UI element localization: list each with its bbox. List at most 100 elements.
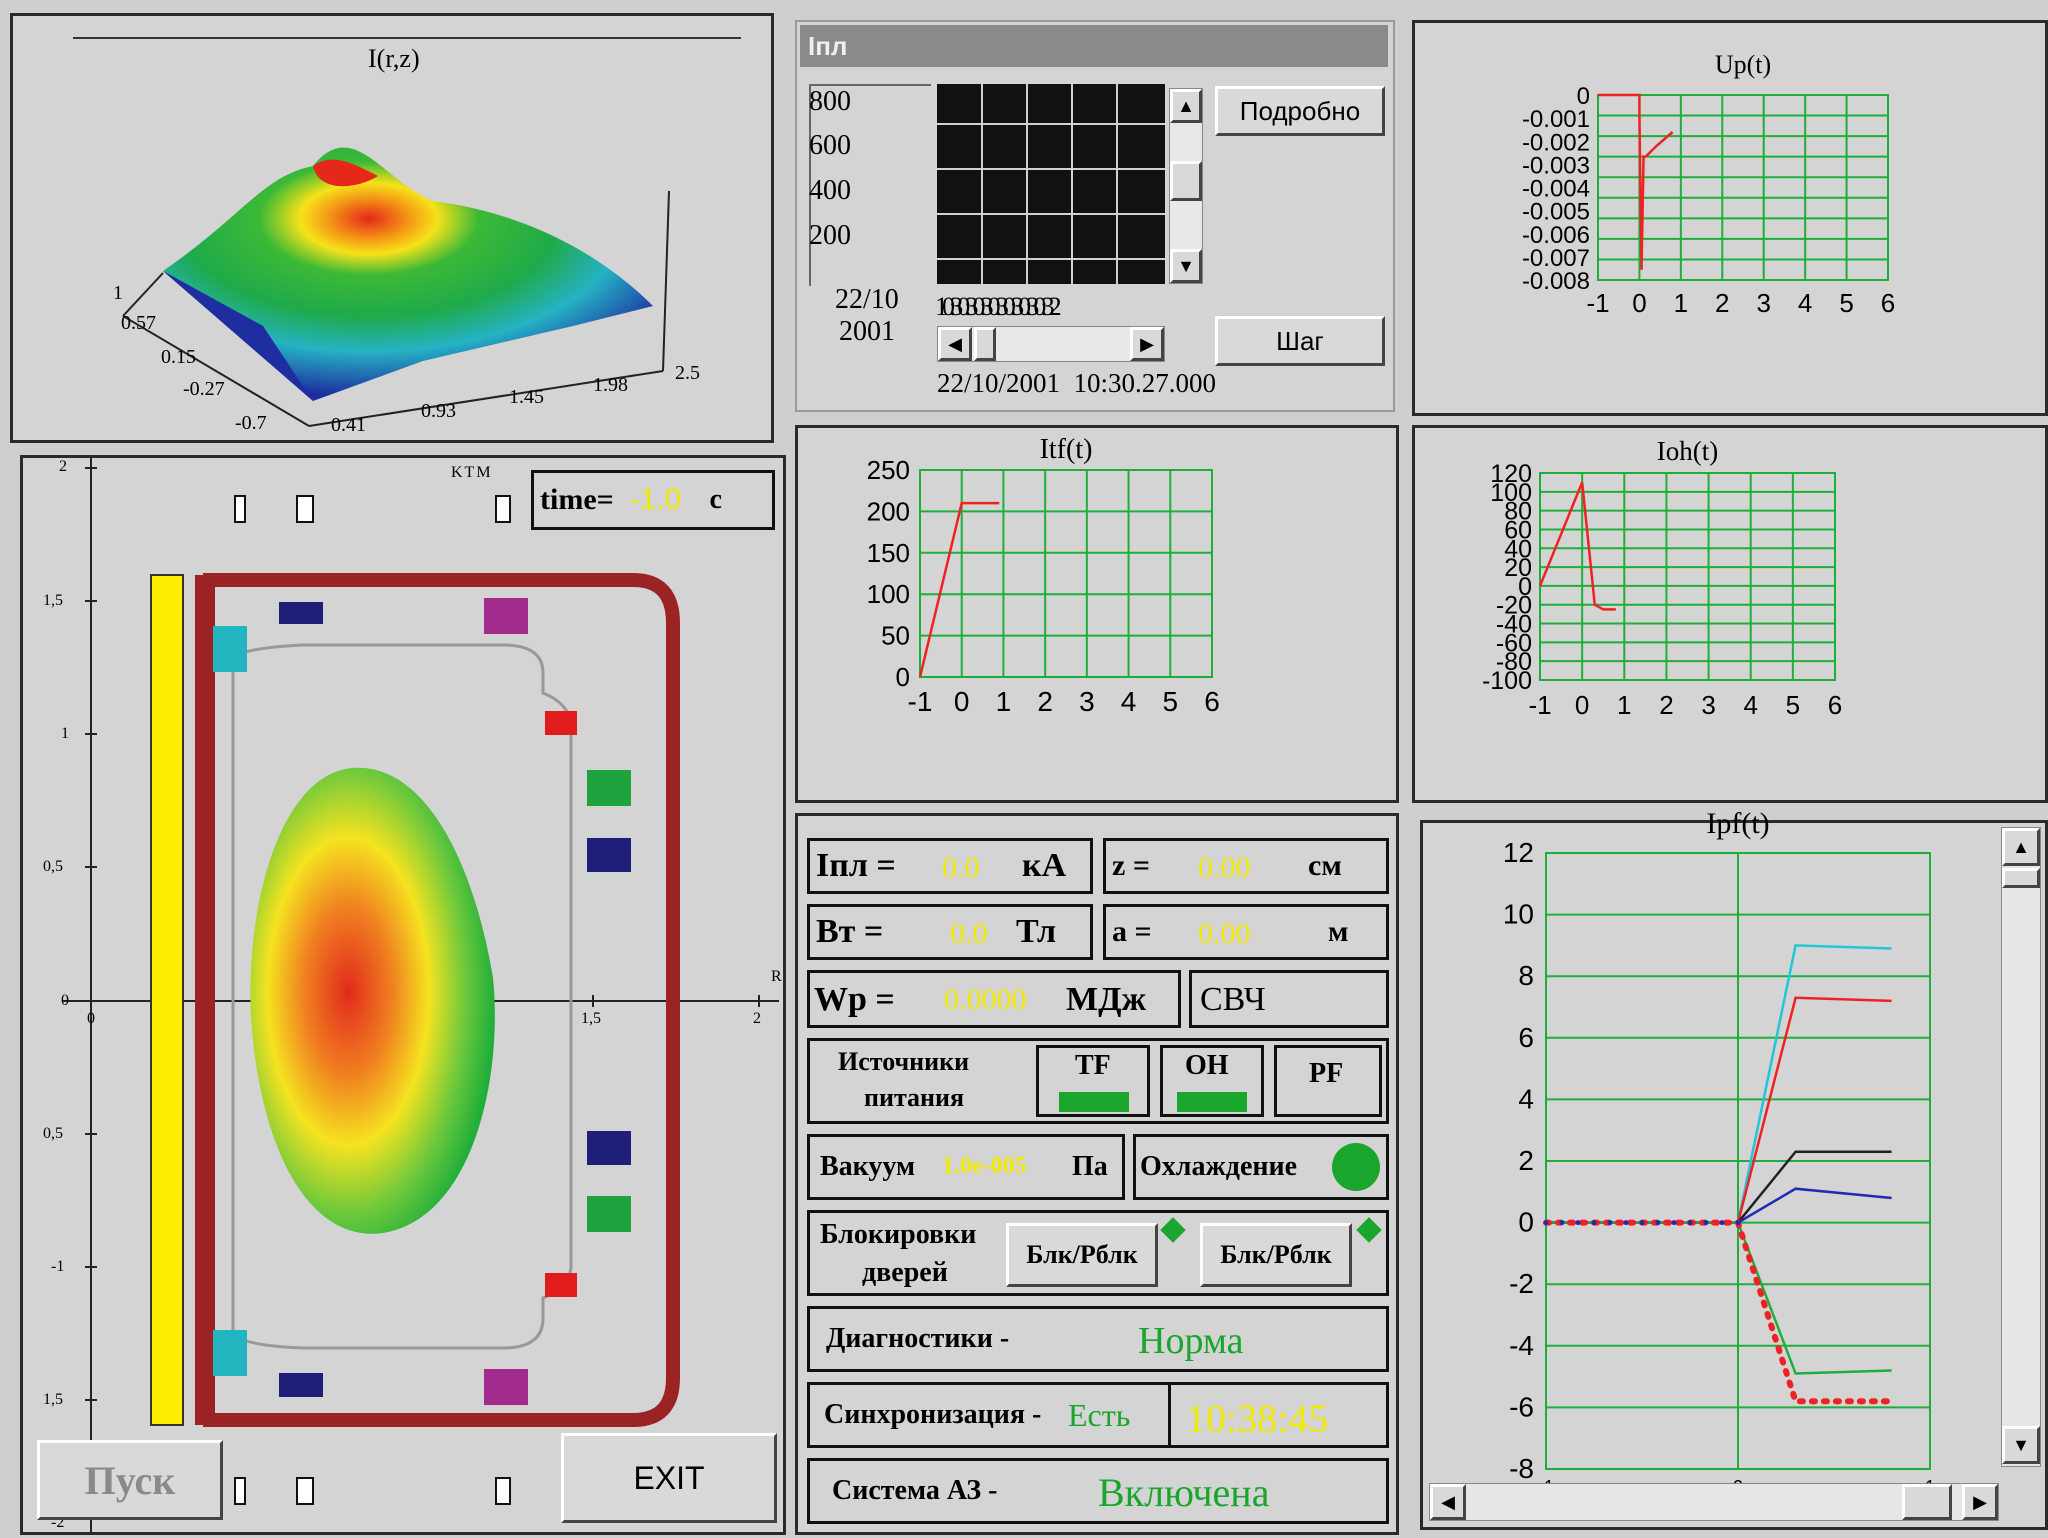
y-tick-label: -100 <box>1482 667 1532 695</box>
plot-area <box>1597 94 1889 281</box>
y-tick-label: -8 <box>1509 1453 1534 1484</box>
ipl-timestamp: 22/10/2001 10:30.27.000 <box>937 368 1217 398</box>
scroll-thumb[interactable] <box>1170 161 1202 201</box>
vacuum-unit: Па <box>1072 1151 1108 1182</box>
ipl-monitor-header: Iпл <box>800 25 1388 67</box>
y-tick-label: -2 <box>1509 1268 1534 1299</box>
z-value: 0.00 <box>1198 851 1251 884</box>
scroll-right-button[interactable]: ▶ <box>1962 1484 1998 1520</box>
x-tick-label: 5 <box>1162 686 1178 717</box>
y-tick-label: 40 <box>1504 535 1532 563</box>
surface-plot-panel: I(r,z) 1 0.57 0.15 -0.27 -0.7 0.41 0.93 … <box>10 13 774 443</box>
x-tick-label: 3 <box>1756 288 1770 318</box>
pf-label: PF <box>1309 1058 1344 1089</box>
scroll-left-button[interactable]: ◀ <box>1430 1484 1466 1520</box>
protection-system-field: Система АЗ - Включена <box>807 1458 1389 1524</box>
tf-indicator: TF <box>1036 1045 1150 1117</box>
vacuum-field: Вакуум 1.0e-005 Па <box>807 1134 1125 1200</box>
x-tick-label: -1 <box>1528 690 1551 720</box>
ipl-horizontal-scrollbar[interactable]: ◀ ▶ <box>937 326 1165 362</box>
z-unit: см <box>1308 849 1342 882</box>
ipl-value: 0.0 <box>942 851 980 884</box>
ipl-date-day: 22/10 <box>835 284 899 315</box>
detail-button[interactable]: Подробно <box>1215 86 1385 136</box>
y-tick-label: -0.005 <box>1522 199 1590 226</box>
sync-label: Синхронизация - <box>824 1399 1042 1430</box>
diagnostics-field: Диагностики - Норма <box>807 1306 1389 1372</box>
y-tick: 1,5 <box>43 1391 63 1408</box>
start-button[interactable]: Пуск <box>37 1440 223 1520</box>
az-value: Включена <box>1098 1470 1270 1515</box>
x-tick-label: 0 <box>954 686 970 717</box>
ipl-y-tick: 600 <box>809 130 851 161</box>
y-tick: 0,5 <box>43 1125 63 1142</box>
az-label: Система АЗ - <box>832 1475 998 1506</box>
exit-button[interactable]: EXIT <box>561 1433 777 1523</box>
y-tick-label: 60 <box>1504 516 1532 544</box>
y-tick-label: -6 <box>1509 1391 1534 1422</box>
ipl-y-tick: 800 <box>809 86 851 117</box>
ktm-label: KTM <box>451 464 493 481</box>
scroll-thumb[interactable] <box>2002 868 2040 888</box>
wp-unit: МДж <box>1066 981 1147 1018</box>
y-tick-label: 80 <box>1504 498 1532 526</box>
oh-status-bar <box>1177 1092 1247 1112</box>
ipl-vertical-scrollbar[interactable]: ▲ ▼ <box>1169 88 1203 284</box>
locks-label-1: Блокировки <box>820 1219 977 1250</box>
ipf-horizontal-scrollbar[interactable]: ◀ ▶ <box>1429 1483 1999 1521</box>
y-tick-label: 4 <box>1518 1083 1534 1114</box>
x-tick-label: 3 <box>1079 686 1095 717</box>
lock-toggle-button-2[interactable]: Блк/Рблк <box>1200 1223 1352 1287</box>
diag-label: Диагностики - <box>826 1323 1010 1354</box>
series-line <box>1538 481 1616 611</box>
ipf-vertical-scrollbar[interactable]: ▲ ▼ <box>2001 827 2041 1467</box>
scroll-h-thumb[interactable] <box>1902 1484 1952 1520</box>
z-tick: 0.15 <box>161 346 196 368</box>
y-tick-label: 20 <box>1504 554 1532 582</box>
x-tick-label: 0 <box>1575 690 1589 720</box>
scroll-right-button[interactable]: ▶ <box>1130 327 1164 361</box>
locks-label-2: дверей <box>862 1257 948 1288</box>
lock-toggle-button-1[interactable]: Блк/Рблк <box>1006 1223 1158 1287</box>
y-tick-label: -80 <box>1496 648 1532 676</box>
x-tick-label: 1 <box>996 686 1012 717</box>
y-tick-label: 0 <box>1577 83 1590 110</box>
tf-label: TF <box>1075 1050 1111 1081</box>
series-point <box>1575 1220 1581 1226</box>
axis-r-label: R <box>771 968 782 985</box>
scroll-left-button[interactable]: ◀ <box>938 327 972 361</box>
y-tick-label: 0 <box>1518 573 1532 601</box>
svch-label: СВЧ <box>1200 981 1266 1018</box>
sync-time-divider <box>1168 1385 1171 1445</box>
series-point <box>1591 1220 1597 1226</box>
bt-value: 0.0 <box>950 917 988 950</box>
x-tick-label: 2 <box>1659 690 1673 720</box>
y-tick-label: -0.002 <box>1522 129 1590 156</box>
scroll-up-button[interactable]: ▲ <box>1170 89 1202 123</box>
z-tick: -0.7 <box>235 412 267 434</box>
scroll-h-thumb[interactable] <box>974 327 996 361</box>
time-unit: c <box>709 484 722 515</box>
y-tick-label: -4 <box>1509 1330 1534 1361</box>
vacuum-value: 1.0e-005 <box>942 1153 1027 1179</box>
plot-area <box>919 469 1213 678</box>
z-tick: 0.57 <box>121 312 156 334</box>
step-button[interactable]: Шаг <box>1215 316 1385 366</box>
power-label-1: Источники <box>838 1047 970 1076</box>
time-label: time= <box>540 483 614 516</box>
cooling-status-icon <box>1332 1143 1380 1191</box>
y-tick-label: -60 <box>1496 629 1532 657</box>
series-point <box>1543 1220 1549 1226</box>
power-supplies-group: Источники питания TF OH PF <box>807 1038 1389 1124</box>
y-tick: 0,5 <box>43 858 63 875</box>
x-tick-label: 5 <box>1839 288 1853 318</box>
ioh-chart-panel: Ioh(t) 120 100 80 60 40 20 0 -20 -40 -60 -80 -100 -1 0… <box>1412 425 2048 803</box>
x-tick: 0 <box>87 1010 95 1027</box>
scroll-down-button[interactable]: ▼ <box>2002 1426 2040 1464</box>
scroll-up-button[interactable]: ▲ <box>2002 828 2040 866</box>
scroll-down-button[interactable]: ▼ <box>1170 249 1202 283</box>
ipl-y-tick: 400 <box>809 175 851 206</box>
chart-title: Itf(t) <box>1040 434 1093 465</box>
bt-label: Bт = <box>816 913 884 950</box>
